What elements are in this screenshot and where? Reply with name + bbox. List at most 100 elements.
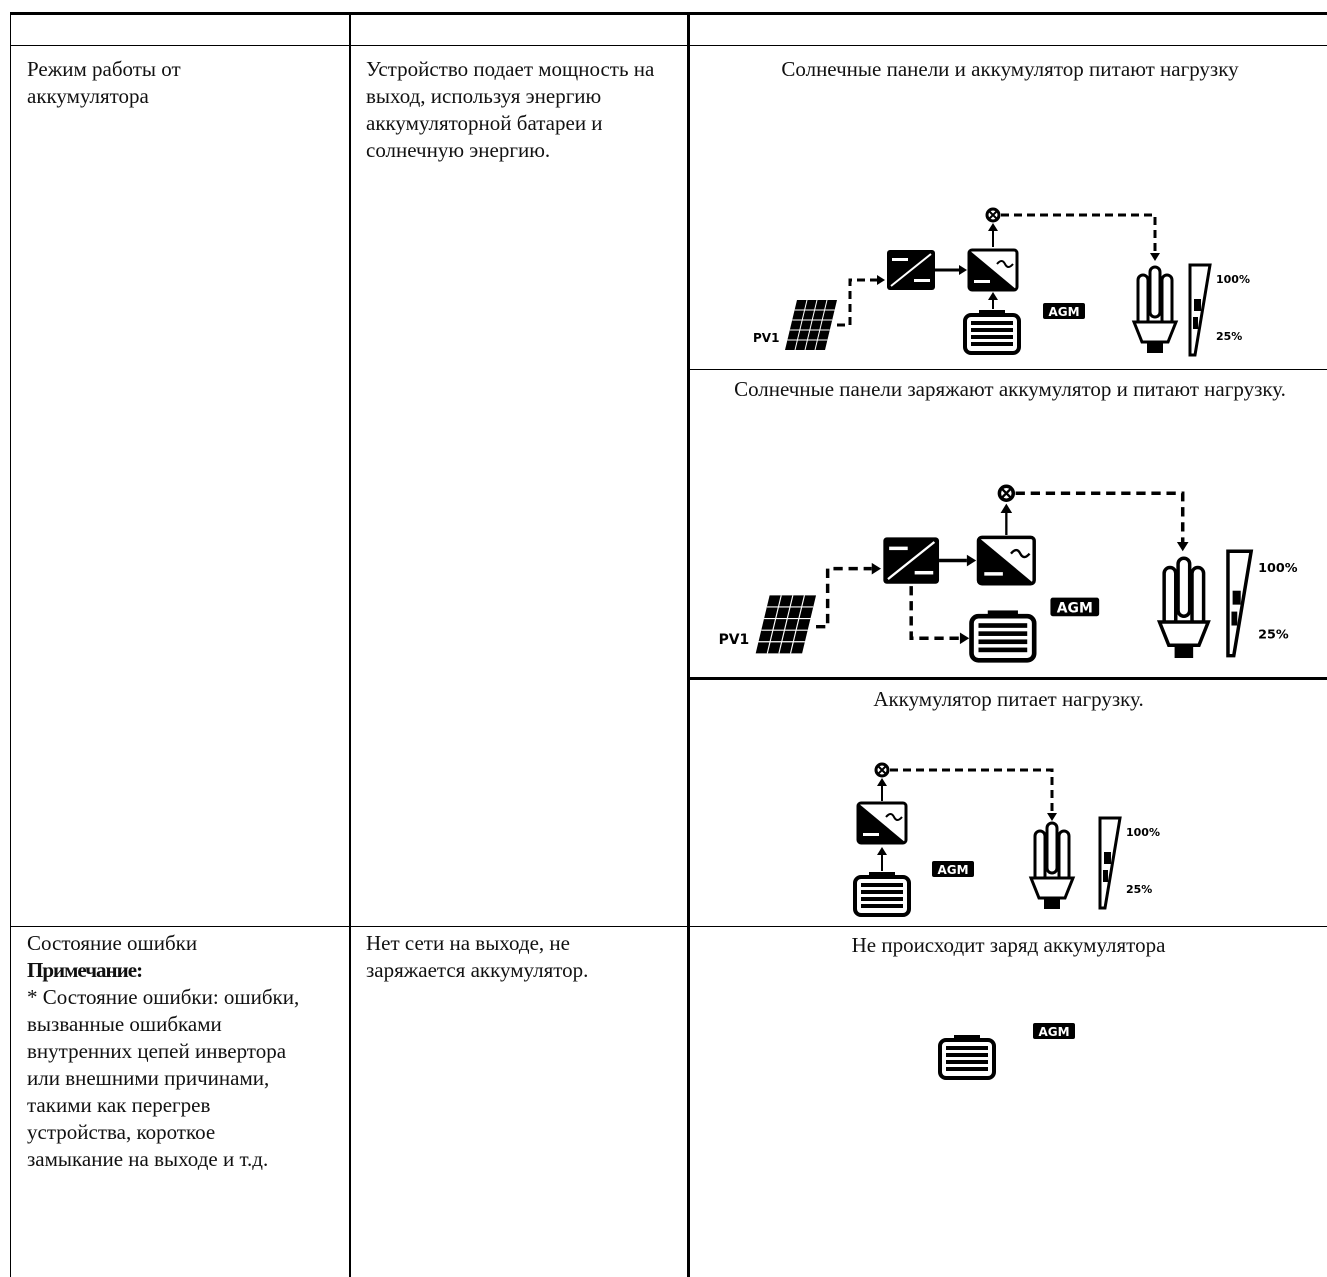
level-low: 25%: [1126, 883, 1152, 896]
battery-cell: [978, 631, 1028, 636]
battery-cell: [971, 328, 1013, 332]
charger-bar: [914, 570, 934, 575]
panel-grid: [814, 299, 828, 351]
inverter-wave: [885, 813, 903, 821]
bulb-cap: [1147, 343, 1163, 353]
diagram: AGM: [938, 1023, 1075, 1080]
battery-type: AGM: [937, 863, 968, 877]
battery-badge: [1043, 303, 1085, 319]
arrow-head: [988, 292, 998, 300]
arrow-head: [871, 562, 882, 575]
battery-cell: [978, 623, 1028, 628]
level-bar: [1194, 299, 1201, 311]
caption: Аккумулятор питает нагрузку.: [873, 687, 1144, 711]
level-high: 100%: [1126, 826, 1160, 839]
level-low: 25%: [1216, 330, 1242, 343]
arrow-head: [988, 223, 998, 231]
battery-cell: [861, 904, 903, 908]
battery-badge: [932, 861, 974, 877]
panel-grid: [804, 299, 818, 351]
panel-grid: [794, 299, 808, 351]
caption: Солнечные панели заряжают аккумулятор и …: [734, 377, 1286, 401]
panel-grid: [778, 595, 794, 654]
battery-cell: [971, 321, 1013, 325]
note: * Состояние ошибки: ошибки, вызванные ош…: [27, 985, 300, 1171]
border: [688, 677, 1327, 680]
bulb-tube: [1148, 265, 1162, 319]
battery-cell: [946, 1060, 988, 1064]
charger-bar: [914, 279, 930, 282]
flow-line: [837, 278, 879, 327]
pv-label: PV1: [753, 331, 779, 345]
battery-type: AGM: [1057, 601, 1093, 617]
level-bar: [1231, 611, 1238, 626]
flow-line: [1015, 491, 1185, 542]
diagram: PV1 AGM 100% 25%: [753, 207, 1250, 357]
battery-cell: [971, 342, 1013, 346]
border: [688, 369, 1327, 370]
battery-cell: [978, 647, 1028, 653]
bulb-tube: [1033, 829, 1047, 883]
mode: Режим работы от аккумулятора: [27, 57, 181, 108]
border: [10, 12, 1327, 15]
battery-cell: [946, 1067, 988, 1071]
battery: [853, 875, 911, 917]
note-title: Примечание:: [27, 958, 143, 982]
flow-line: [890, 768, 1054, 813]
level-high: 100%: [1216, 273, 1250, 286]
level-bar: [1193, 317, 1198, 329]
inverter-bar: [984, 572, 1003, 576]
diagram: PV1 AGM 100% 25%: [719, 484, 1298, 663]
level-bar: [1104, 852, 1111, 864]
inverter-wave: [1010, 548, 1031, 559]
charger-bar: [889, 546, 908, 551]
flow-line: [816, 566, 872, 629]
flow-line: [1001, 213, 1157, 253]
bulb-tube: [1160, 273, 1174, 327]
mode-title: Состояние ошибки: [27, 931, 198, 955]
bulb-tube: [1136, 273, 1150, 327]
battery-type: AGM: [1038, 1025, 1069, 1039]
bulb-base: [1156, 620, 1211, 647]
caption: Не происходит заряд аккумулятора: [851, 933, 1166, 957]
level-high: 100%: [1258, 561, 1298, 576]
battery-cell: [946, 1053, 988, 1057]
level-low: 25%: [1258, 627, 1289, 642]
charger-diag: [887, 541, 936, 581]
inverter-wave: [996, 260, 1014, 268]
panel-grid: [789, 595, 805, 654]
inverter-bar: [863, 833, 879, 836]
arrow-head: [1000, 503, 1013, 513]
battery-cell: [971, 335, 1013, 339]
battery-cell: [978, 639, 1028, 645]
charger-bar: [892, 258, 908, 261]
mode: Состояние ошибки Примечание: * Состояние…: [27, 930, 337, 1173]
bulb-base: [1131, 320, 1179, 344]
panel-grid: [766, 595, 782, 654]
arrow-head: [1176, 541, 1189, 552]
bulb-cap: [1174, 646, 1194, 659]
description: Нет сети на выходе, не заряжается аккуму…: [366, 931, 589, 982]
bulb-tube: [1045, 821, 1059, 875]
bulb-tube: [1176, 556, 1192, 618]
bulb-tube: [1190, 565, 1206, 628]
battery-cell: [861, 890, 903, 894]
arrow-head: [1150, 253, 1160, 261]
arrow-head: [877, 778, 887, 786]
bulb-tube: [1162, 565, 1178, 628]
flow-line: [909, 586, 960, 641]
arrow-head: [877, 847, 887, 855]
border: [10, 12, 11, 1277]
bulb-cap: [1044, 899, 1060, 909]
output-node-x: [1000, 487, 1012, 499]
battery-type: AGM: [1048, 305, 1079, 319]
battery-badge: [1050, 597, 1100, 617]
inverter-bar: [974, 280, 990, 283]
caption: Солнечные панели и аккумулятор питают на…: [781, 57, 1239, 81]
border: [349, 12, 351, 1277]
level-bar: [1103, 870, 1108, 882]
border: [10, 45, 1327, 46]
battery: [938, 1038, 996, 1080]
battery-badge: [1033, 1023, 1075, 1039]
